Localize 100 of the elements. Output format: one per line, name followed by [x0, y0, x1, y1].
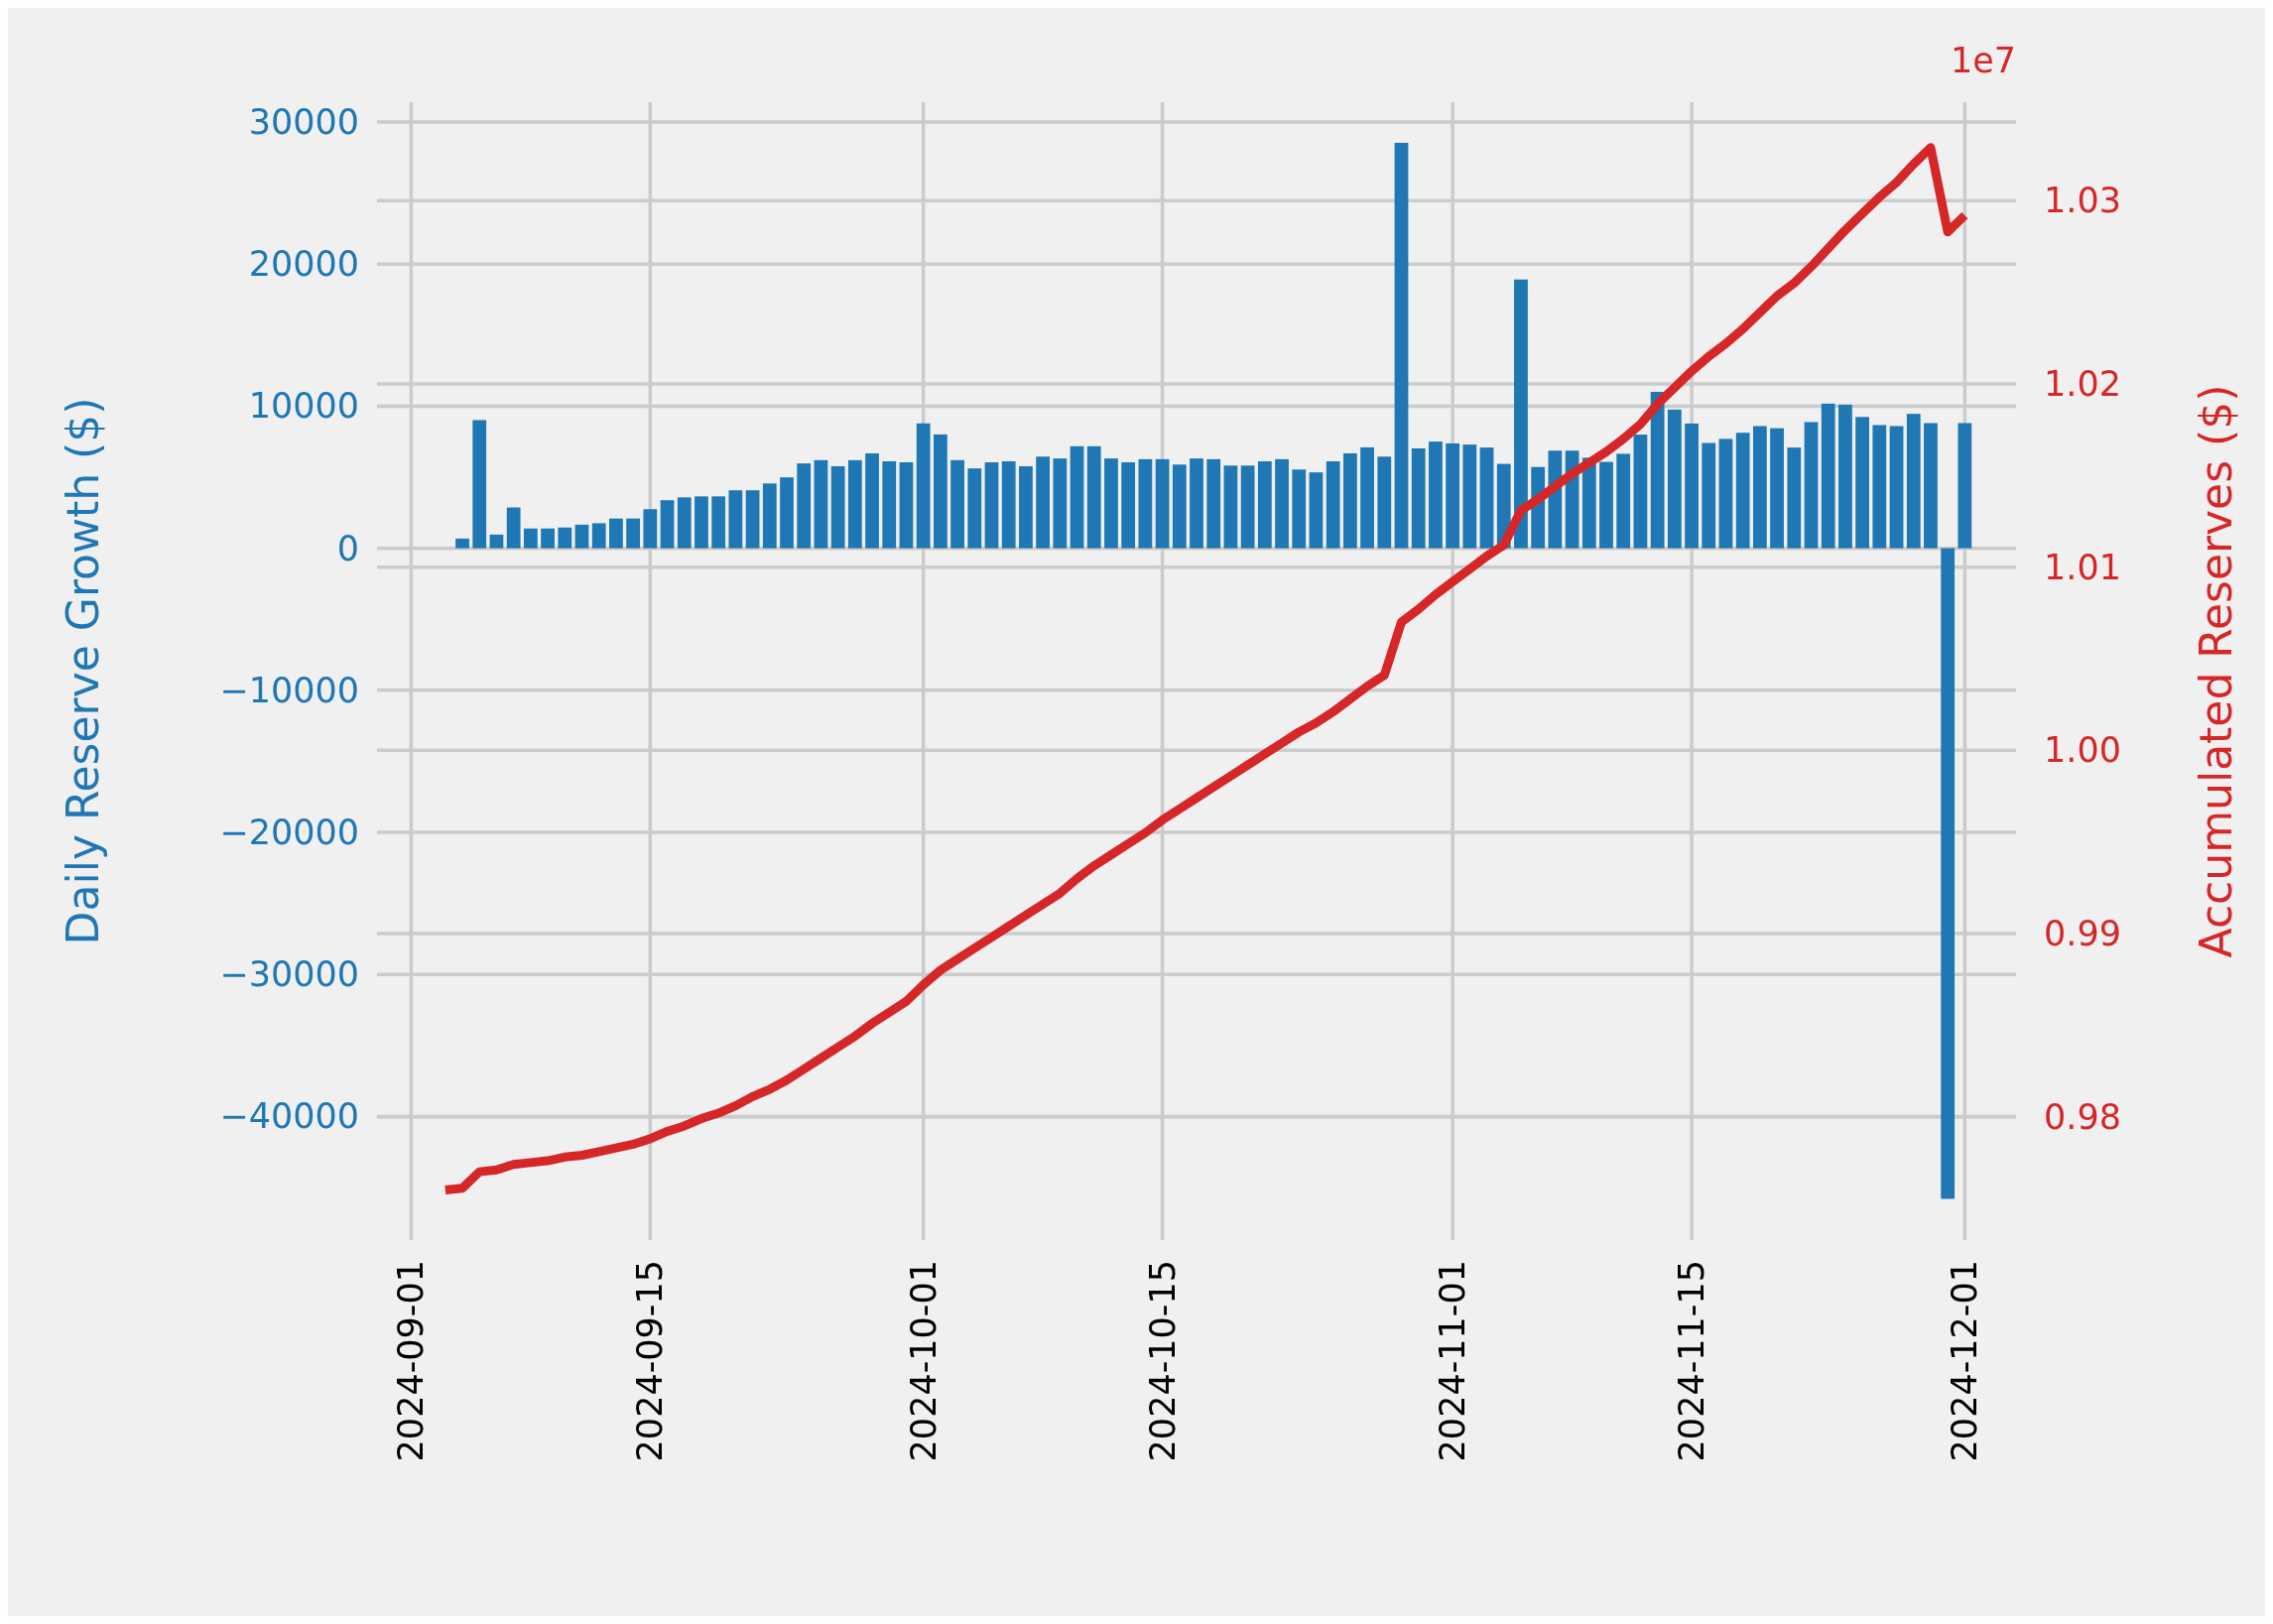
y-axis-title: Daily Reserve Growth ($)	[57, 397, 108, 945]
bar	[1326, 461, 1340, 549]
x-tick-label: 2024-09-01	[391, 1260, 432, 1462]
text: 1e7	[1950, 41, 2016, 80]
bar	[950, 459, 964, 549]
bar	[967, 468, 982, 549]
bar	[1770, 428, 1784, 549]
bar	[1206, 458, 1221, 549]
x-tick-label: 2024-12-01	[1945, 1260, 1985, 1462]
bar	[1292, 469, 1307, 549]
x-tick-label: 2024-11-15	[1672, 1260, 1712, 1462]
y2-tick-label: 1.03	[2044, 181, 2121, 221]
bar	[1172, 464, 1187, 549]
bar	[1872, 425, 1887, 549]
bar	[1838, 404, 1852, 549]
bar	[1462, 444, 1477, 549]
x-tick-label: 2024-10-15	[1142, 1260, 1183, 1462]
bar	[695, 496, 708, 549]
bar	[916, 423, 931, 549]
bar	[797, 463, 812, 549]
bar	[1377, 456, 1392, 549]
bar	[865, 452, 879, 549]
bar	[728, 490, 743, 549]
bar	[506, 507, 521, 549]
bar	[899, 462, 914, 549]
bar	[574, 524, 589, 549]
bar	[1855, 417, 1870, 549]
bar	[1446, 442, 1460, 549]
bar	[1787, 447, 1802, 549]
bar	[745, 490, 760, 549]
y-tick-label: 0	[336, 528, 359, 568]
bar	[1138, 458, 1153, 549]
bar	[1804, 422, 1819, 549]
y-tick-label: 30000	[248, 102, 359, 143]
bar	[1924, 423, 1938, 549]
x-tick-label: 2024-09-15	[630, 1260, 671, 1462]
bar	[1514, 279, 1528, 549]
bar	[1957, 423, 1972, 549]
bar	[1941, 548, 1956, 1199]
bar	[847, 459, 862, 549]
bar	[1070, 445, 1084, 549]
bar	[1121, 462, 1136, 549]
bar	[489, 534, 504, 549]
bar	[558, 527, 572, 549]
bar	[1053, 458, 1068, 549]
bar	[626, 518, 641, 549]
bar	[1718, 438, 1733, 549]
bar	[1257, 461, 1272, 549]
bar	[1685, 423, 1699, 549]
bar	[711, 496, 726, 549]
bar	[984, 462, 999, 549]
bar	[1599, 461, 1613, 549]
bar	[1735, 433, 1750, 549]
y-tick-label: −10000	[219, 670, 359, 710]
bar	[677, 497, 692, 549]
bar	[780, 477, 794, 549]
bar	[762, 483, 777, 549]
bar	[455, 538, 469, 549]
bar	[830, 466, 845, 549]
bar	[814, 459, 828, 549]
bar	[1411, 447, 1426, 549]
bar	[609, 518, 623, 549]
bar	[541, 528, 555, 549]
bar	[1240, 465, 1255, 549]
bar	[1889, 426, 1904, 549]
bar	[660, 500, 675, 549]
y-tick-label: −20000	[219, 812, 359, 853]
bar	[1155, 458, 1170, 549]
y-tick-label: −30000	[219, 954, 359, 995]
bar	[1821, 403, 1835, 549]
bar	[1275, 458, 1289, 549]
bar	[1360, 446, 1374, 549]
bar	[1429, 441, 1443, 549]
bar	[1752, 426, 1767, 549]
bar	[1394, 142, 1409, 549]
bar	[1086, 445, 1101, 549]
y-tick-label: 10000	[248, 386, 359, 427]
bar	[643, 509, 658, 549]
y2-tick-label: 1.00	[2044, 730, 2121, 771]
y-tick-label: −40000	[219, 1096, 359, 1137]
y2-tick-label: 1.01	[2044, 547, 2121, 587]
bar	[1036, 456, 1051, 549]
bar	[1650, 391, 1665, 549]
y2-tick-label: 1.02	[2044, 364, 2121, 405]
bar	[933, 434, 947, 549]
bar	[1581, 457, 1596, 549]
bar	[1190, 458, 1203, 549]
bar	[591, 523, 606, 549]
bar	[1104, 458, 1118, 549]
y2-tick-label: 0.98	[2044, 1096, 2121, 1137]
bar	[472, 420, 487, 549]
bar	[1667, 409, 1682, 549]
bar	[882, 461, 897, 549]
bar	[1633, 435, 1648, 549]
y-tick-label: 20000	[248, 244, 359, 285]
y2-axis-title: Accumulated Reserves ($)	[2190, 384, 2241, 958]
bar	[1001, 461, 1016, 549]
bar	[1019, 466, 1033, 549]
bar	[1906, 414, 1921, 549]
bar	[1702, 442, 1716, 549]
